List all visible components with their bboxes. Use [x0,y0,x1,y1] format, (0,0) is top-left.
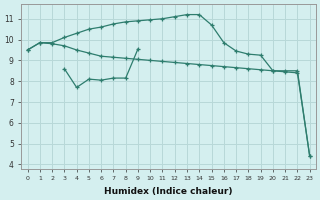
X-axis label: Humidex (Indice chaleur): Humidex (Indice chaleur) [104,187,233,196]
